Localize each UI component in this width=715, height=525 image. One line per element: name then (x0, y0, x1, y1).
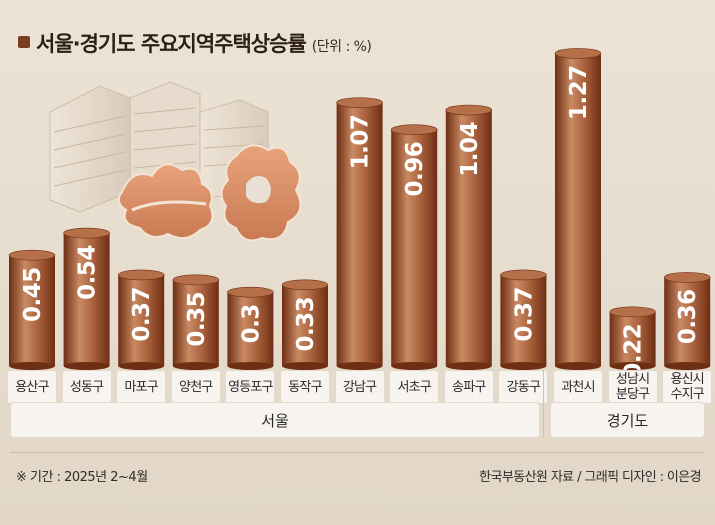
category-label: 용신시 수지구 (662, 370, 713, 404)
bar-base (445, 362, 492, 370)
bar-송파구: 1.04 (445, 104, 493, 370)
bar-cap (8, 249, 56, 261)
apartment-buildings-and-map-icon (49, 81, 302, 242)
bar-cap (500, 269, 547, 281)
category-label: 서초구 (389, 370, 440, 404)
bar-body (172, 279, 219, 366)
bar-base (609, 362, 656, 370)
category-label: 강동구 (498, 370, 549, 404)
category-label: 동작구 (280, 370, 330, 404)
category-label: 송파구 (443, 370, 494, 404)
footer-divider (10, 452, 705, 453)
bar-cap (336, 97, 383, 108)
bar-base (227, 362, 274, 370)
bar-body (664, 277, 711, 366)
bar-body (391, 129, 438, 366)
bar-base (9, 362, 55, 370)
bar-cap (609, 306, 656, 318)
bar-서초구: 0.96 (390, 124, 438, 370)
bar-base (118, 362, 165, 370)
bar-cap (63, 227, 110, 239)
bar-body (609, 311, 656, 366)
title-row: 서울·경기도 주요지역주택상승률 (단위 : %) (36, 28, 372, 58)
bar-cap (663, 272, 711, 283)
group-label-seoul: 서울 (10, 402, 540, 438)
category-label: 양천구 (170, 370, 221, 404)
value-label: 0.36 (675, 289, 701, 344)
bar-cap (554, 48, 602, 59)
bar-body (63, 233, 110, 366)
value-label: 1.07 (348, 115, 374, 170)
bar-용산구: 0.45 (8, 249, 56, 370)
bar-성남시 분당구: 0.22 (609, 306, 656, 379)
bar-body (336, 102, 383, 366)
bar-강동구: 0.37 (500, 269, 547, 370)
chart-title: 서울·경기도 주요지역주택상승률 (36, 32, 307, 56)
bar-base (336, 362, 383, 370)
source-credit: 한국부동산원 자료 / 그래픽 디자인 : 이은경 (479, 470, 701, 485)
category-label: 과천시 (553, 370, 603, 404)
bar-cap (390, 124, 438, 135)
bar-강남구: 1.07 (336, 97, 383, 370)
category-label: 강남구 (334, 370, 385, 404)
bar-양천구: 0.35 (172, 274, 220, 370)
bar-영등포구: 0.3 (227, 286, 274, 370)
value-label: 0.3 (238, 304, 264, 343)
value-label: 0.96 (402, 142, 428, 197)
value-label: 0.37 (129, 287, 155, 342)
bar-cap (172, 274, 220, 286)
bar-동작구: 0.33 (281, 279, 329, 370)
bar-body (500, 274, 547, 366)
value-label: 1.04 (457, 122, 483, 177)
bar-base (664, 362, 711, 370)
period-footnote: ※ 기간 : 2025년 2~4월 (16, 470, 148, 485)
unit-label: (단위 : %) (311, 39, 372, 55)
category-label: 영등포구 (225, 370, 276, 404)
bar-base (172, 362, 219, 370)
bar-body (555, 53, 601, 367)
bar-cap (281, 279, 329, 291)
bar-cap (117, 269, 165, 281)
bar-base (500, 362, 547, 370)
group-separator (543, 370, 544, 438)
bar-base (391, 362, 438, 370)
bar-cap (227, 286, 274, 298)
bar-cap (445, 104, 493, 116)
bar-body (282, 284, 328, 366)
bar-base (63, 362, 110, 370)
bar-base (282, 362, 328, 370)
value-label: 0.22 (621, 324, 647, 379)
value-label: 0.35 (184, 292, 210, 347)
bar-마포구: 0.37 (117, 269, 165, 370)
value-label: 0.45 (20, 267, 46, 322)
title-bullet-icon (18, 36, 30, 48)
value-label: 0.33 (293, 297, 319, 352)
bar-base (555, 362, 601, 370)
value-label: 1.27 (566, 65, 592, 120)
category-label: 성남시 분당구 (607, 370, 658, 404)
category-label: 마포구 (116, 370, 167, 404)
bar-성동구: 0.54 (63, 227, 110, 370)
category-label: 성동구 (61, 370, 112, 404)
bar-용신시 수지구: 0.36 (663, 272, 711, 370)
bar-body (9, 255, 55, 366)
bar-body (118, 274, 165, 366)
bar-body (227, 292, 274, 366)
category-label: 용산구 (7, 370, 57, 404)
bar-body (445, 110, 492, 366)
value-label: 0.37 (511, 287, 537, 342)
group-label-gyeonggi: 경기도 (550, 402, 705, 438)
bar-과천시: 1.27 (554, 48, 602, 370)
value-label: 0.54 (75, 245, 101, 300)
